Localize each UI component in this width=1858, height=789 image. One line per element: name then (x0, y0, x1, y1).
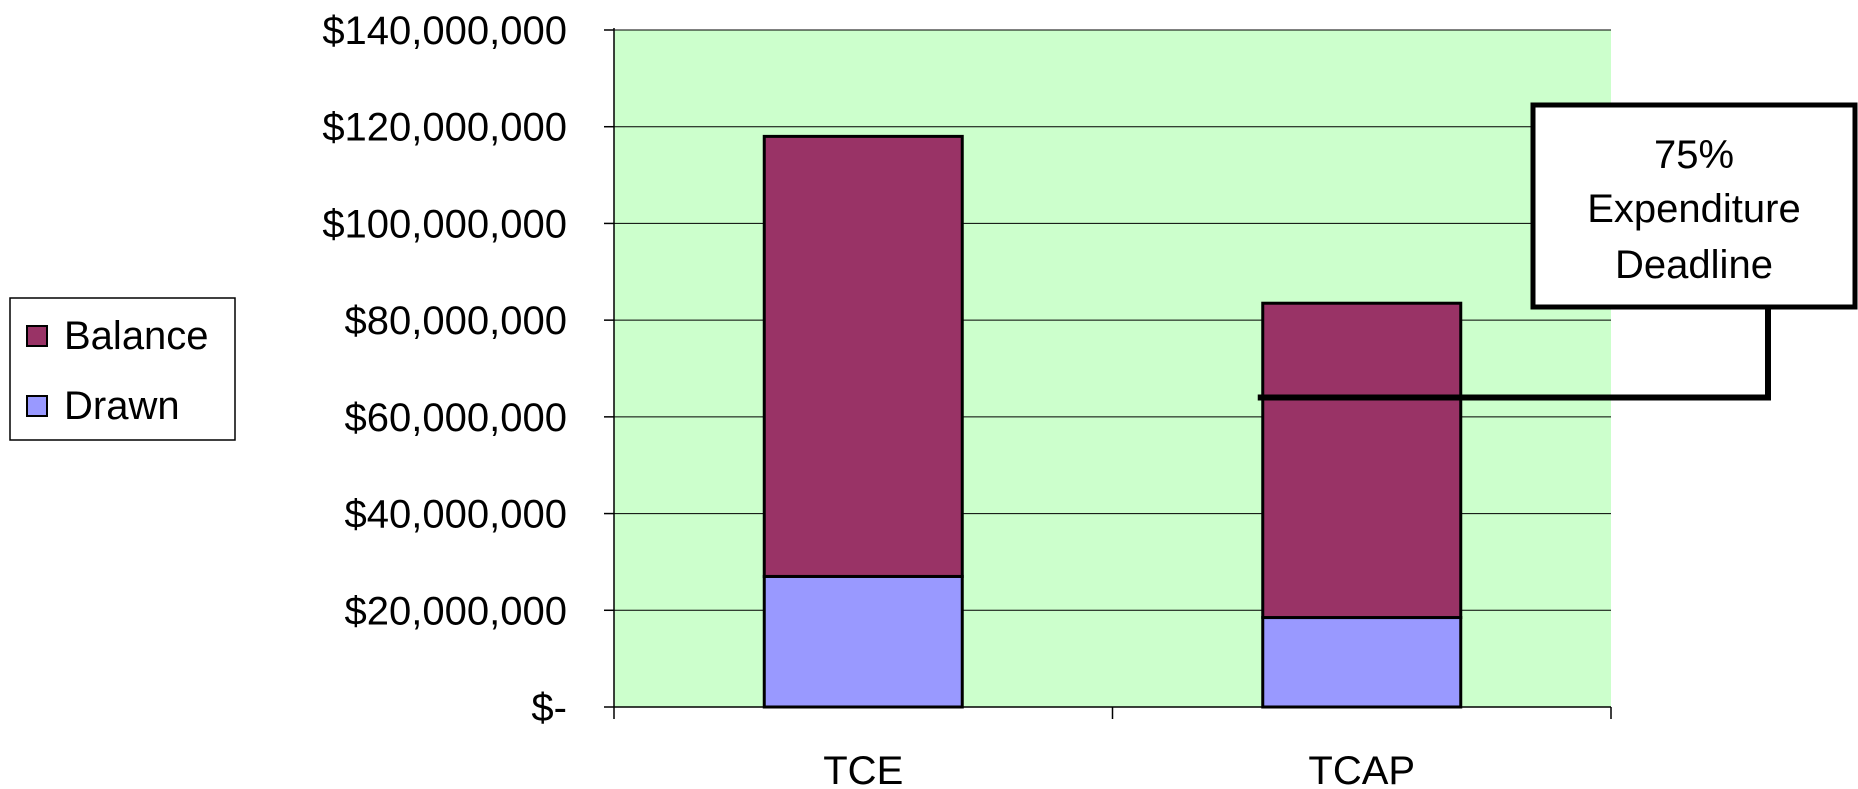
callout-line-2: Expenditure (1587, 187, 1800, 231)
bar-drawn (1261, 616, 1463, 709)
bars (762, 134, 1463, 709)
y-tick-label: $- (531, 686, 567, 730)
tick-labels: $- $20,000,000 $40,000,000 $60,000,000 $80,0… (322, 9, 1415, 789)
legend-label-balance: Balance (64, 314, 209, 358)
y-tick-label: $60,000,000 (345, 396, 567, 440)
callout-line-1: 75% (1654, 133, 1734, 177)
y-tick-label: $80,000,000 (345, 299, 567, 343)
legend-label-drawn: Drawn (64, 384, 180, 428)
bar-balance (762, 134, 964, 578)
bar-drawn (762, 574, 964, 709)
y-tick-label: $20,000,000 (345, 589, 567, 633)
deadline-connector (1257, 305, 1771, 401)
callout-line-3: Deadline (1615, 243, 1773, 287)
legend-swatch-drawn (26, 395, 48, 417)
x-tick-label: TCAP (1308, 749, 1415, 789)
callout-box (1530, 102, 1858, 310)
legend: Balance Drawn (9, 297, 236, 441)
legend-swatch-balance (26, 325, 48, 347)
bar-balance (1261, 301, 1463, 620)
y-tick-label: $100,000,000 (322, 202, 567, 246)
x-tick-label: TCE (823, 749, 903, 789)
y-tick-label: $140,000,000 (322, 9, 567, 53)
y-tick-label: $40,000,000 (345, 493, 567, 537)
y-tick-label: $120,000,000 (322, 106, 567, 150)
deadline-annotation: 75% Expenditure Deadline (1257, 102, 1858, 401)
